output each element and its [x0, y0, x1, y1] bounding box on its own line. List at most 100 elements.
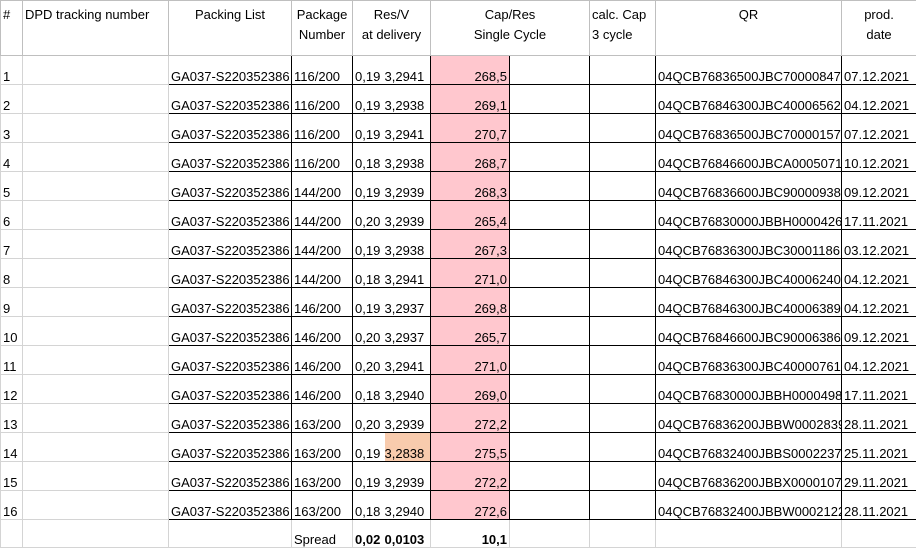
header-tracking[interactable]: DPD tracking number — [22, 0, 169, 56]
cell-package[interactable]: 144/200 — [291, 171, 353, 201]
cell-v[interactable]: 3,2939 — [384, 403, 431, 433]
cell-tracking[interactable] — [22, 200, 169, 230]
cell-cap[interactable]: 267,3 — [430, 229, 510, 259]
cell-res[interactable]: 0,20 — [352, 345, 385, 375]
cell-empty[interactable] — [508, 432, 591, 462]
cell-qr[interactable]: 04QCB76836500JBC70000847 — [655, 55, 843, 85]
cell-tracking[interactable] — [22, 171, 169, 201]
cell-empty[interactable] — [508, 258, 591, 288]
cell-res[interactable]: 0,19 — [352, 84, 385, 114]
cell-cap[interactable]: 272,2 — [430, 403, 510, 433]
cell-date[interactable]: 25.11.2021 — [841, 432, 916, 462]
cell-date[interactable]: 17.11.2021 — [841, 374, 916, 404]
cell-date[interactable]: 07.12.2021 — [841, 55, 916, 85]
cell-package[interactable]: 146/200 — [291, 374, 353, 404]
cell-package[interactable]: 146/200 — [291, 316, 353, 346]
cell-blank[interactable] — [168, 519, 292, 548]
spread-label[interactable]: Spread — [291, 519, 353, 548]
spread-v[interactable]: 0,0103 — [384, 519, 431, 548]
cell-date[interactable]: 28.11.2021 — [841, 403, 916, 433]
cell-package[interactable]: 116/200 — [291, 55, 353, 85]
cell-empty[interactable] — [508, 113, 591, 143]
cell-res[interactable]: 0,19 — [352, 432, 385, 462]
cell-calccap[interactable] — [589, 229, 657, 259]
cell-packing[interactable]: GA037-S220352386 — [168, 403, 292, 433]
cell-cap[interactable]: 265,7 — [430, 316, 510, 346]
cell-empty[interactable] — [508, 287, 591, 317]
cell-empty[interactable] — [508, 490, 591, 520]
cell-calccap[interactable] — [589, 258, 657, 288]
cell-cap[interactable]: 269,8 — [430, 287, 510, 317]
cell-package[interactable]: 116/200 — [291, 84, 353, 114]
cell-res[interactable]: 0,19 — [352, 113, 385, 143]
cell-res[interactable]: 0,19 — [352, 171, 385, 201]
cell-packing[interactable]: GA037-S220352386 — [168, 258, 292, 288]
cell-packing[interactable]: GA037-S220352386 — [168, 490, 292, 520]
cell-packing[interactable]: GA037-S220352386 — [168, 200, 292, 230]
cell-calccap[interactable] — [589, 200, 657, 230]
cell-v[interactable]: 3,2939 — [384, 461, 431, 491]
cell-blank[interactable] — [841, 519, 916, 548]
cell-calccap[interactable] — [589, 490, 657, 520]
cell-res[interactable]: 0,20 — [352, 316, 385, 346]
cell-v[interactable]: 3,2940 — [384, 490, 431, 520]
cell-calccap[interactable] — [589, 84, 657, 114]
cell-cap[interactable]: 275,5 — [430, 432, 510, 462]
cell-res[interactable]: 0,18 — [352, 374, 385, 404]
cell-num[interactable]: 2 — [0, 84, 23, 114]
cell-calccap[interactable] — [589, 113, 657, 143]
cell-res[interactable]: 0,20 — [352, 403, 385, 433]
cell-num[interactable]: 9 — [0, 287, 23, 317]
cell-date[interactable]: 04.12.2021 — [841, 258, 916, 288]
cell-packing[interactable]: GA037-S220352386 — [168, 55, 292, 85]
cell-qr[interactable]: 04QCB76846300JBC40006389 — [655, 287, 843, 317]
cell-package[interactable]: 144/200 — [291, 229, 353, 259]
cell-calccap[interactable] — [589, 345, 657, 375]
cell-cap[interactable]: 272,6 — [430, 490, 510, 520]
cell-qr[interactable]: 04QCB76846600JBC90006386 — [655, 316, 843, 346]
cell-cap[interactable]: 268,7 — [430, 142, 510, 172]
cell-packing[interactable]: GA037-S220352386 — [168, 432, 292, 462]
cell-qr[interactable]: 04QCB76830000JBBH0000498 — [655, 374, 843, 404]
cell-cap[interactable]: 269,0 — [430, 374, 510, 404]
cell-date[interactable]: 04.12.2021 — [841, 287, 916, 317]
cell-empty[interactable] — [508, 316, 591, 346]
cell-v[interactable]: 3,2939 — [384, 200, 431, 230]
cell-res[interactable]: 0,18 — [352, 258, 385, 288]
cell-num[interactable]: 13 — [0, 403, 23, 433]
cell-res[interactable]: 0,18 — [352, 142, 385, 172]
cell-v[interactable]: 3,2938 — [384, 84, 431, 114]
cell-package[interactable]: 163/200 — [291, 461, 353, 491]
cell-qr[interactable]: 04QCB76836300JBC30001186 — [655, 229, 843, 259]
cell-packing[interactable]: GA037-S220352386 — [168, 229, 292, 259]
cell-date[interactable]: 10.12.2021 — [841, 142, 916, 172]
cell-res[interactable]: 0,19 — [352, 229, 385, 259]
cell-num[interactable]: 5 — [0, 171, 23, 201]
cell-empty[interactable] — [508, 171, 591, 201]
cell-tracking[interactable] — [22, 258, 169, 288]
cell-package[interactable]: 163/200 — [291, 490, 353, 520]
cell-package[interactable]: 163/200 — [291, 432, 353, 462]
cell-calccap[interactable] — [589, 316, 657, 346]
cell-res[interactable]: 0,18 — [352, 490, 385, 520]
cell-qr[interactable]: 04QCB76836500JBC70000157 — [655, 113, 843, 143]
cell-qr[interactable]: 04QCB76846300JBC40006562 — [655, 84, 843, 114]
cell-tracking[interactable] — [22, 229, 169, 259]
cell-tracking[interactable] — [22, 461, 169, 491]
cell-cap[interactable]: 268,3 — [430, 171, 510, 201]
cell-v[interactable]: 3,2939 — [384, 171, 431, 201]
cell-num[interactable]: 8 — [0, 258, 23, 288]
cell-res[interactable]: 0,19 — [352, 461, 385, 491]
cell-res[interactable]: 0,20 — [352, 200, 385, 230]
cell-v[interactable]: 3,2838 — [384, 432, 431, 462]
header-prod[interactable]: prod. date — [841, 0, 916, 56]
cell-cap[interactable]: 271,0 — [430, 258, 510, 288]
cell-tracking[interactable] — [22, 403, 169, 433]
header-qr[interactable]: QR — [655, 0, 843, 56]
cell-cap[interactable]: 270,7 — [430, 113, 510, 143]
cell-date[interactable]: 03.12.2021 — [841, 229, 916, 259]
cell-num[interactable]: 12 — [0, 374, 23, 404]
cell-tracking[interactable] — [22, 55, 169, 85]
cell-packing[interactable]: GA037-S220352386 — [168, 171, 292, 201]
cell-package[interactable]: 146/200 — [291, 287, 353, 317]
